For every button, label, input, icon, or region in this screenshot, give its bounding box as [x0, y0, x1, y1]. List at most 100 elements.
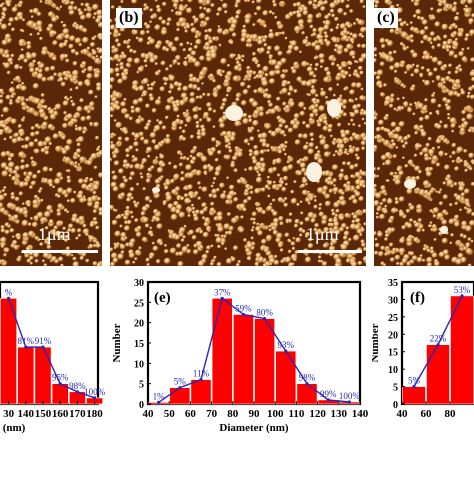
scale-label-a: 1μm	[38, 224, 71, 245]
grain	[455, 258, 463, 266]
grain	[203, 232, 210, 239]
grain	[193, 216, 199, 222]
grain	[117, 142, 121, 146]
grain	[131, 106, 136, 111]
grain	[344, 71, 349, 76]
grain	[453, 42, 459, 48]
grain	[424, 26, 429, 31]
bar	[233, 315, 253, 405]
grain	[350, 112, 356, 118]
grain	[165, 40, 170, 45]
grain	[124, 109, 128, 113]
grain	[146, 173, 150, 177]
grain	[155, 43, 162, 50]
grain	[113, 54, 121, 62]
grain	[133, 30, 139, 36]
grain	[39, 0, 43, 4]
grain	[126, 154, 130, 158]
grain	[77, 228, 82, 233]
grain	[399, 211, 406, 218]
grain	[402, 156, 405, 159]
grain	[275, 158, 282, 165]
grain	[19, 42, 24, 47]
grain	[57, 203, 63, 209]
grain	[77, 136, 84, 143]
grain	[448, 64, 453, 69]
grain	[357, 44, 362, 49]
grain	[154, 144, 161, 151]
grain	[155, 179, 162, 186]
grain	[452, 31, 457, 36]
grain	[333, 142, 337, 146]
grain	[280, 74, 286, 80]
grain	[422, 259, 426, 263]
afm-image-c: (c)	[374, 0, 474, 266]
grain	[284, 233, 290, 239]
grain	[37, 61, 42, 66]
y-tick-label: 5	[393, 383, 398, 394]
grain	[257, 39, 263, 45]
grain	[438, 151, 445, 158]
x-axis-label: Diameter (nm)	[219, 422, 288, 434]
grain	[113, 29, 119, 35]
cumulative-label: 99%	[320, 389, 337, 399]
grain	[152, 242, 156, 246]
grain	[34, 149, 40, 155]
grain	[384, 205, 387, 208]
grain	[299, 233, 303, 237]
grain	[336, 73, 342, 79]
grain	[399, 196, 406, 203]
grain	[252, 0, 256, 4]
large-grain	[152, 187, 160, 193]
grain	[439, 201, 444, 206]
grain	[70, 1, 75, 6]
grain	[443, 64, 448, 69]
grain	[249, 98, 255, 104]
grain	[173, 174, 180, 181]
grain	[282, 148, 286, 152]
grain	[342, 63, 348, 69]
grain	[68, 5, 75, 12]
grain	[450, 233, 454, 237]
grain	[78, 11, 84, 17]
grain	[444, 153, 448, 157]
grain	[242, 208, 247, 213]
grain	[389, 29, 395, 35]
grain	[311, 34, 314, 37]
grain	[460, 127, 466, 133]
grain	[349, 32, 353, 36]
grain	[10, 62, 14, 66]
grain	[376, 212, 379, 215]
grain	[156, 259, 161, 264]
grain	[172, 123, 177, 128]
grain	[57, 34, 64, 41]
grain	[404, 164, 408, 168]
x-tick-label: 80	[227, 408, 239, 420]
grain	[380, 92, 385, 97]
grain	[15, 197, 21, 203]
grain	[90, 223, 95, 228]
grain	[439, 252, 446, 259]
grain	[411, 84, 416, 89]
grain	[87, 66, 94, 73]
grain	[337, 123, 342, 128]
grain	[213, 177, 217, 181]
y-tick-label: 10	[134, 359, 144, 370]
grain	[433, 92, 436, 95]
grain	[85, 259, 90, 264]
grain	[73, 191, 77, 195]
grain	[37, 170, 42, 175]
grain	[187, 172, 194, 179]
grain	[116, 64, 119, 67]
grain	[144, 22, 148, 26]
grain	[313, 205, 318, 210]
grain	[455, 66, 460, 71]
grain	[267, 100, 271, 104]
grain	[230, 163, 236, 169]
large-grain	[306, 162, 322, 182]
grain	[261, 210, 266, 215]
grain	[335, 209, 340, 214]
grain	[260, 149, 266, 155]
grain	[437, 212, 445, 220]
